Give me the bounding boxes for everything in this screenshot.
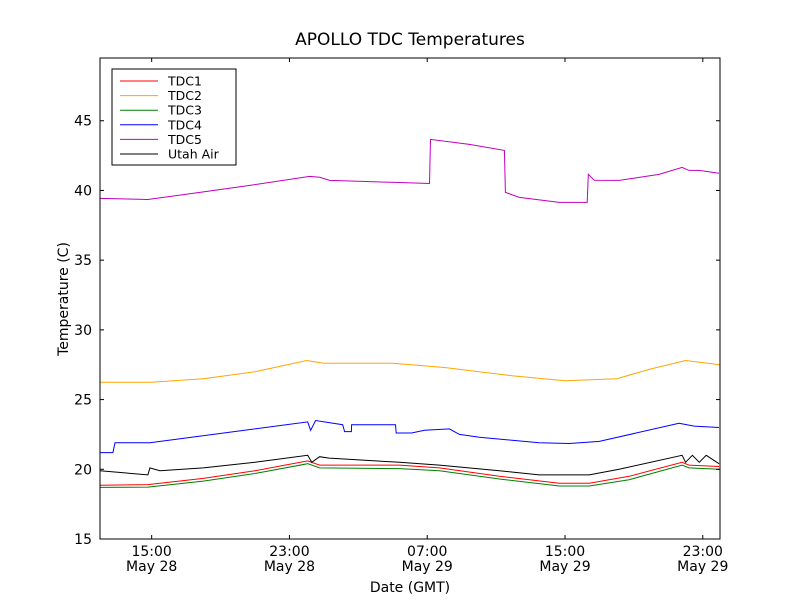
x-tick-label-date: May 29 [402,559,453,575]
legend-label: TDC3 [167,103,202,118]
x-tick-label-time: 15:00 [131,544,171,560]
x-tick-label-time: 15:00 [545,544,585,560]
x-axis-label: Date (GMT) [370,580,450,596]
y-tick-label: 15 [74,532,92,548]
y-axis-label: Temperature (C) [56,242,72,357]
y-axis: 15 20 25 30 35 40 45 [74,114,720,548]
series-line-tdc3 [99,463,720,488]
series-line-tdc5 [99,138,720,203]
y-tick-label: 45 [74,114,92,130]
x-tick-label-date: May 29 [539,559,590,575]
chart-title: APOLLO TDC Temperatures [295,30,525,50]
series-layer [99,138,721,488]
legend-label: TDC1 [167,74,202,89]
x-tick-label-date: May 28 [126,559,177,575]
x-tick-label-time: 07:00 [407,544,447,560]
series-line-tdc1 [99,460,720,486]
y-tick-label: 35 [74,253,92,269]
legend-label: TDC2 [167,88,202,103]
legend-label: TDC5 [167,132,202,147]
legend-label: Utah Air [168,147,220,162]
plot-frame [99,57,721,540]
y-tick-label: 20 [74,462,92,478]
y-tick-label: 40 [74,183,92,199]
legend-box [111,68,237,166]
legend-label: TDC4 [167,117,202,132]
x-tick-label-date: May 28 [264,559,315,575]
series-line-tdc4 [100,419,720,454]
y-tick-label: 30 [74,323,92,339]
x-tick-label-time: 23:00 [269,544,309,560]
y-tick-label: 25 [74,393,92,409]
series-line-tdc2 [100,359,721,383]
series-line-utah-air [99,454,720,476]
x-tick-label-date: May 29 [677,559,728,575]
x-tick-label-time: 23:00 [683,544,723,560]
